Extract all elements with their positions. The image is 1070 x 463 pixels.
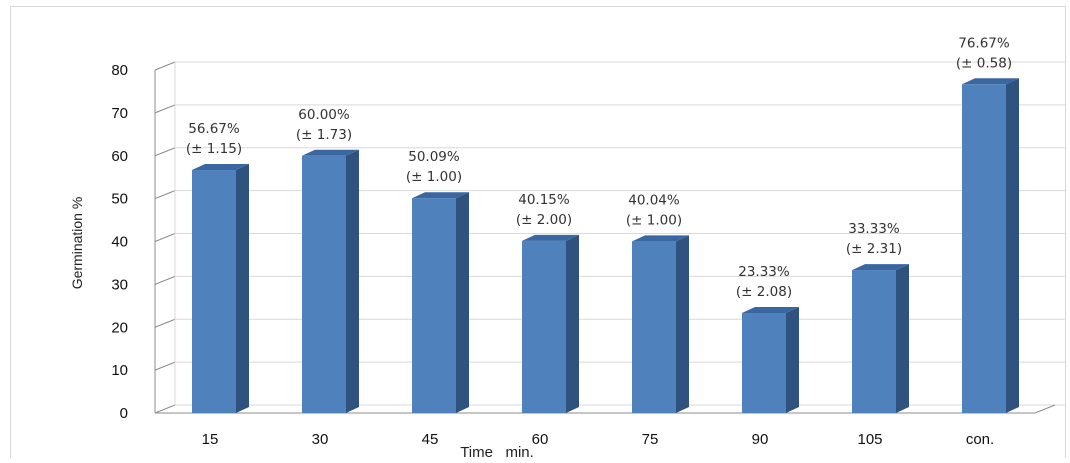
data-label-value: 50.09% — [408, 149, 460, 165]
bar-front — [962, 84, 1006, 413]
x-axis-label: Time min. — [460, 444, 534, 461]
bar-side — [896, 264, 909, 413]
x-tick-label: 30 — [312, 431, 329, 448]
y-tick-label: 30 — [111, 276, 128, 293]
data-label-error: (± 2.31) — [846, 241, 902, 257]
y-tick-label: 0 — [120, 405, 128, 422]
gridlines — [154, 61, 1066, 414]
y-tick-label: 60 — [111, 148, 128, 165]
bar-side — [1006, 78, 1019, 413]
y-tick-label: 50 — [111, 191, 128, 208]
gridline-side — [154, 190, 176, 200]
bar-front — [632, 241, 676, 413]
bar-top — [192, 164, 249, 171]
gridline-side — [154, 233, 176, 242]
gridline-side — [154, 275, 176, 285]
bar — [302, 149, 359, 413]
y-axis-label: Germination % — [69, 197, 85, 290]
bar-front — [412, 198, 456, 413]
bar — [632, 235, 689, 413]
data-label-error: (± 0.58) — [956, 55, 1012, 71]
bar-side — [346, 149, 359, 413]
data-label-value: 40.15% — [518, 192, 570, 208]
bar-front — [522, 240, 566, 413]
x-tick-label: 105 — [857, 431, 882, 448]
bar-side — [786, 306, 799, 413]
bar — [412, 192, 469, 413]
data-label-error: (± 1.15) — [186, 141, 242, 157]
gridline-side — [154, 61, 176, 71]
data-label-error: (± 2.08) — [736, 284, 792, 300]
bar-side — [456, 192, 469, 413]
data-label-error: (± 1.00) — [626, 212, 682, 228]
bar-top — [412, 192, 469, 199]
x-tick-label: 45 — [422, 431, 439, 448]
bar-front — [192, 170, 236, 413]
data-label-error: (± 1.73) — [296, 127, 352, 143]
bar — [742, 306, 799, 413]
x-tick-label: 60 — [532, 431, 549, 448]
data-label-value: 56.67% — [188, 121, 240, 137]
data-label-value: 23.33% — [738, 264, 790, 280]
bar-top — [742, 306, 799, 313]
bar — [192, 164, 249, 413]
bar-side — [676, 235, 689, 413]
bars — [192, 78, 1019, 413]
floor-edge — [1034, 404, 1056, 414]
axes — [154, 62, 1056, 414]
y-tick-label: 80 — [111, 62, 128, 79]
bar-top — [522, 234, 579, 241]
bar — [522, 234, 579, 413]
tick-labels: 0 10 20 30 40 50 60 70 80 15 30 45 60 75 90 105 con. — [111, 62, 994, 448]
data-label-error: (± 1.00) — [406, 169, 462, 185]
bar-top — [632, 235, 689, 242]
bar-top — [852, 264, 909, 271]
bar-front — [302, 155, 346, 413]
y-tick-label: 70 — [111, 105, 128, 122]
gridline-side — [154, 318, 176, 328]
x-tick-label: 90 — [752, 431, 769, 448]
data-label-value: 33.33% — [848, 221, 900, 237]
x-tick-label: 15 — [202, 431, 219, 448]
y-tick-label: 40 — [111, 234, 128, 251]
y-tick-label: 20 — [111, 319, 128, 336]
chart-frame — [10, 6, 1066, 458]
bar-top — [302, 149, 359, 156]
data-labels: 56.67% (± 1.15) 60.00% (± 1.73) 50.09% (± 1.0… — [186, 35, 1012, 300]
gridline-side — [154, 361, 176, 371]
bar-front — [852, 270, 896, 413]
bar-top — [962, 78, 1019, 85]
data-label-value: 76.67% — [958, 35, 1010, 51]
x-tick-label: con. — [966, 431, 994, 448]
data-label-value: 60.00% — [298, 107, 350, 123]
gridline-side — [154, 147, 176, 157]
bar — [962, 78, 1019, 413]
gridline-side — [154, 404, 176, 414]
bar — [852, 264, 909, 413]
x-tick-label: 75 — [642, 431, 659, 448]
data-label-value: 40.04% — [628, 192, 680, 208]
data-label-error: (± 2.00) — [516, 212, 572, 228]
y-tick-label: 10 — [111, 362, 128, 379]
bar-side — [566, 234, 579, 413]
gridline-side — [154, 104, 176, 114]
bar-side — [236, 164, 249, 413]
bar-front — [742, 312, 786, 413]
